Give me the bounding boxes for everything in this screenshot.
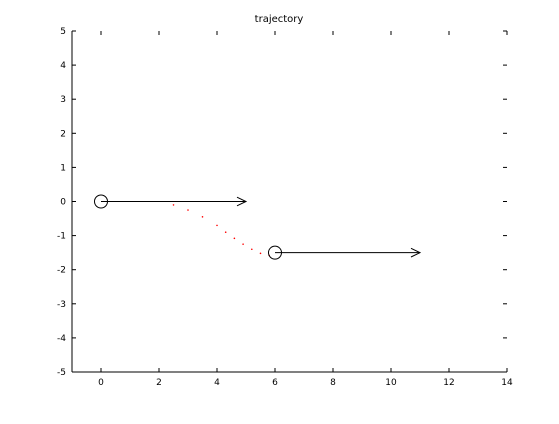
x-tick-label: 8 — [330, 378, 336, 388]
x-tick-label: 2 — [156, 378, 162, 388]
x-tick-label: 12 — [443, 378, 454, 388]
y-tick-label: 5 — [60, 27, 66, 37]
y-tick-label: -4 — [57, 334, 66, 344]
axes — [71, 30, 508, 373]
y-tick-label: 0 — [60, 198, 66, 208]
chart-title: trajectory — [255, 14, 304, 25]
x-tick-label: 4 — [214, 378, 220, 388]
chart-marks — [94, 194, 422, 260]
trajectory-point — [233, 237, 236, 240]
trajectory-point — [216, 224, 218, 227]
trajectory-point — [187, 209, 189, 211]
y-tick-label: -2 — [57, 266, 66, 276]
arrow-head — [236, 196, 248, 207]
y-tick-label: -5 — [57, 368, 66, 378]
y-tick-label: -3 — [57, 300, 66, 310]
trajectory-point — [224, 231, 227, 233]
y-tick-label: 1 — [60, 163, 66, 173]
end-circle-marker — [268, 245, 282, 260]
y-tick-label: 3 — [60, 95, 66, 105]
y-tick-label: 2 — [60, 129, 66, 139]
trajectory-point — [172, 204, 175, 206]
y-tick-label: 4 — [60, 61, 66, 71]
trajectory-point — [201, 216, 204, 218]
trajectory-point — [259, 252, 262, 255]
y-tick-label: -1 — [57, 232, 66, 242]
x-tick-label: 10 — [385, 378, 397, 388]
start-circle-marker — [94, 194, 108, 209]
x-tick-label: 14 — [501, 378, 513, 388]
trajectory-point — [242, 243, 244, 245]
trajectory-point — [251, 248, 253, 251]
x-tick-label: 6 — [272, 378, 278, 388]
arrow-head — [410, 247, 422, 258]
x-tick-label: 0 — [98, 378, 104, 388]
